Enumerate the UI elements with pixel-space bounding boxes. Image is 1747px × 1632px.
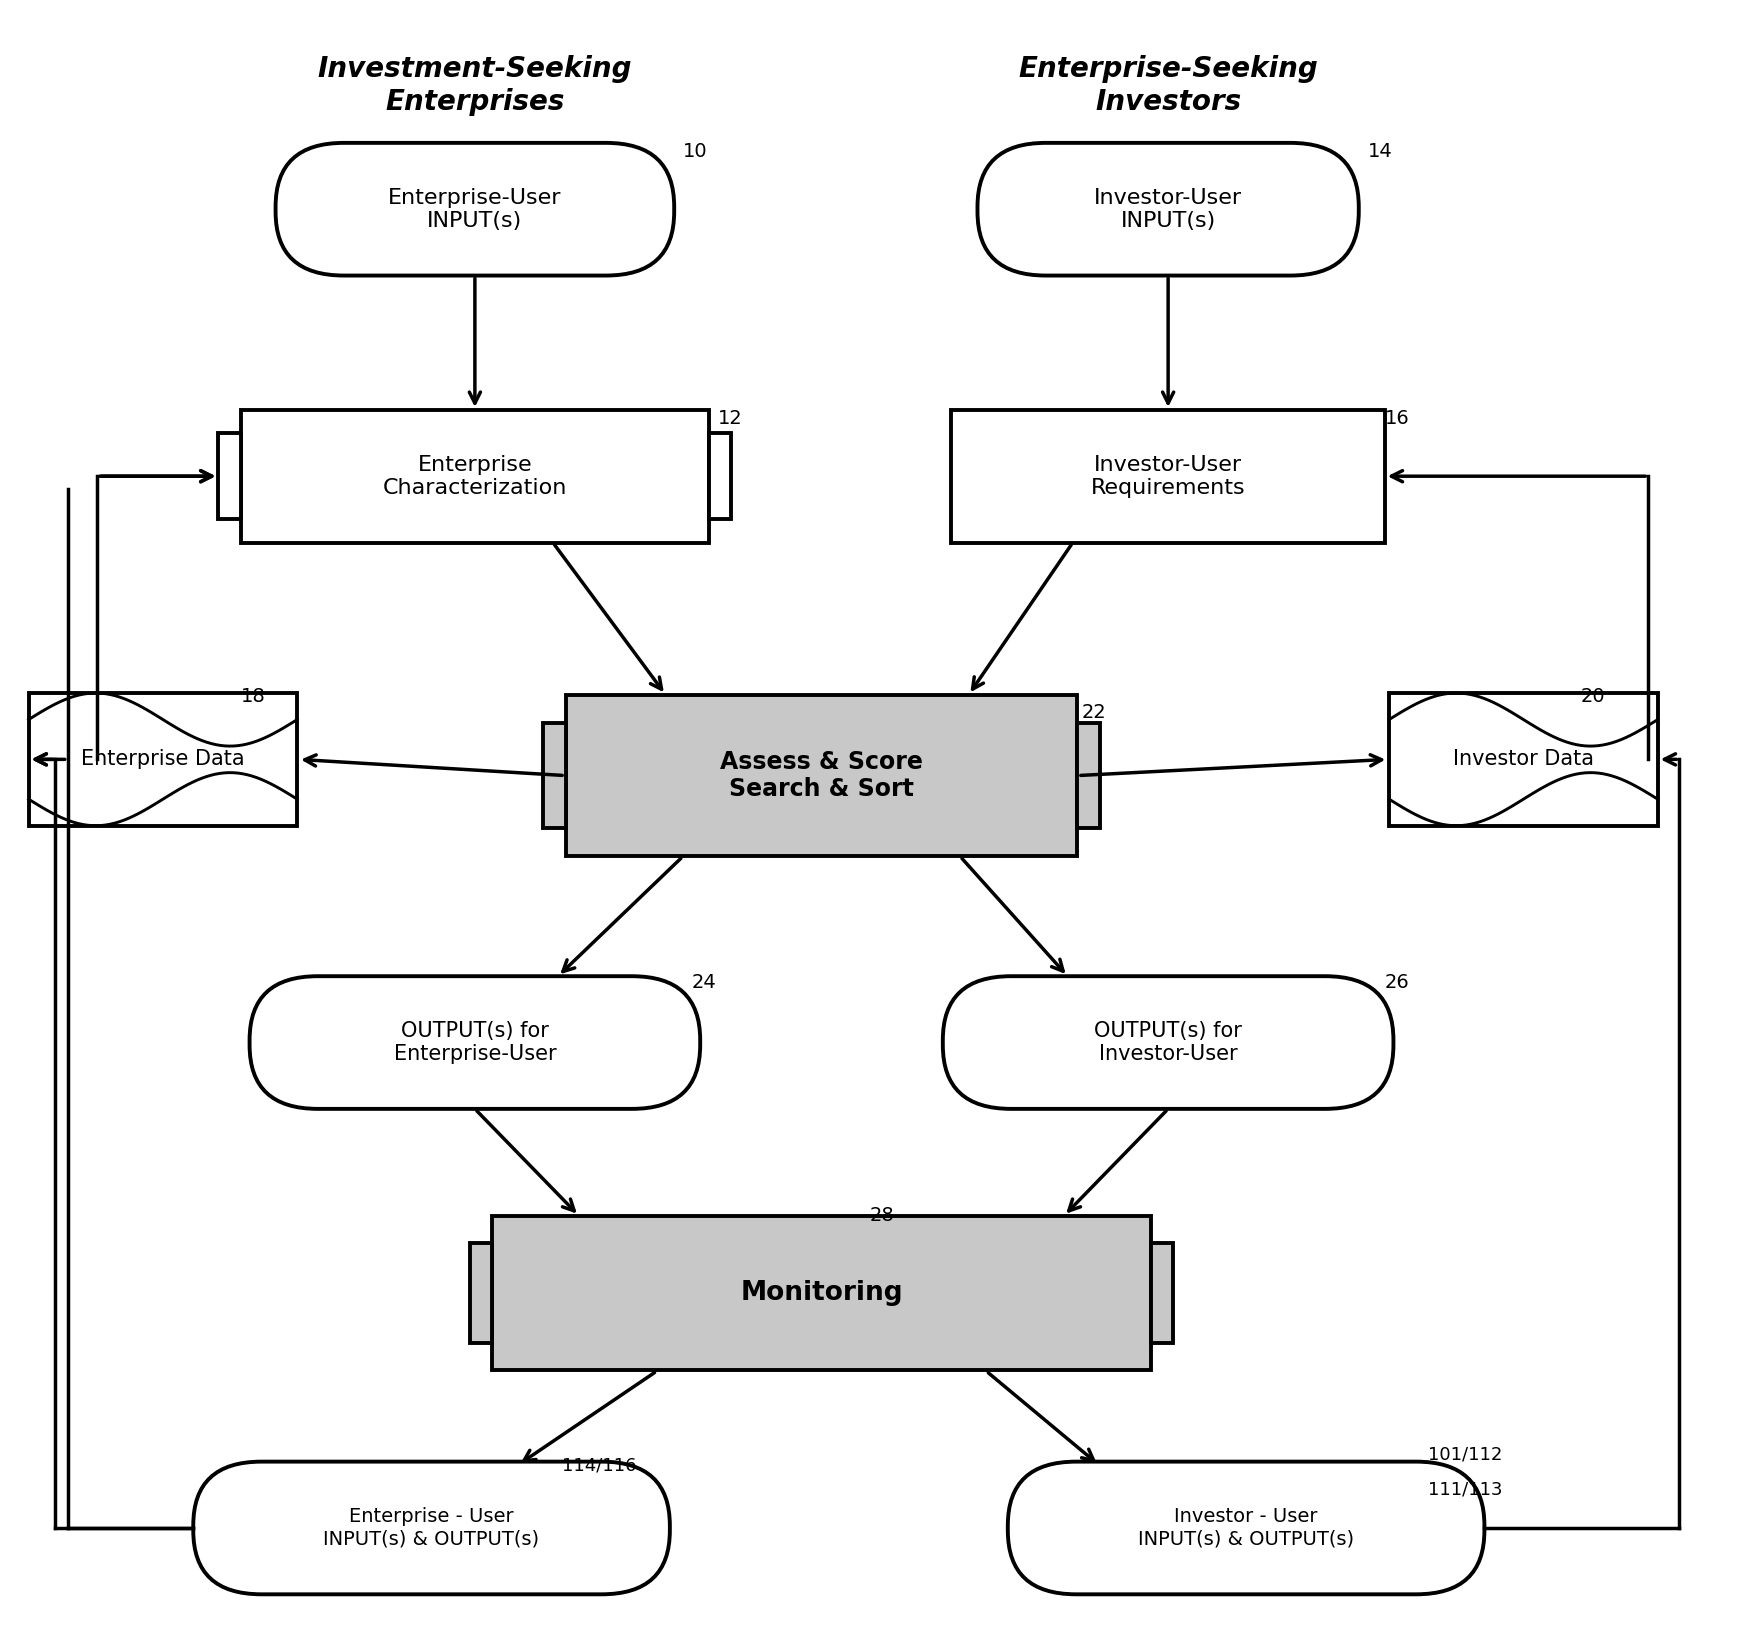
Text: OUTPUT(s) for
Investor-User: OUTPUT(s) for Investor-User xyxy=(1094,1022,1242,1064)
Text: 14: 14 xyxy=(1368,142,1392,160)
Bar xyxy=(28,694,297,826)
Text: 22: 22 xyxy=(1081,703,1106,721)
Text: Investor Data: Investor Data xyxy=(1454,749,1593,769)
Bar xyxy=(709,432,732,519)
Text: Investment-Seeking
Enterprises: Investment-Seeking Enterprises xyxy=(318,55,632,116)
Bar xyxy=(1078,723,1099,827)
Bar xyxy=(493,1216,1151,1371)
Text: Assess & Score
Search & Sort: Assess & Score Search & Sort xyxy=(720,749,922,801)
Text: 114/116: 114/116 xyxy=(561,1457,636,1475)
FancyBboxPatch shape xyxy=(276,144,674,276)
Text: Enterprise Data: Enterprise Data xyxy=(80,749,245,769)
Bar xyxy=(1151,1244,1174,1343)
Text: 101/112: 101/112 xyxy=(1427,1446,1502,1464)
Text: Investor - User
INPUT(s) & OUTPUT(s): Investor - User INPUT(s) & OUTPUT(s) xyxy=(1137,1508,1354,1549)
Bar xyxy=(1389,694,1658,826)
Text: 28: 28 xyxy=(870,1206,894,1226)
Text: Investor-User
Requirements: Investor-User Requirements xyxy=(1090,455,1246,498)
Text: Enterprise - User
INPUT(s) & OUTPUT(s): Enterprise - User INPUT(s) & OUTPUT(s) xyxy=(323,1508,540,1549)
Text: 20: 20 xyxy=(1581,687,1605,707)
FancyBboxPatch shape xyxy=(1008,1462,1485,1594)
Text: Investor-User
INPUT(s): Investor-User INPUT(s) xyxy=(1094,188,1242,230)
Bar xyxy=(566,695,1078,857)
Text: OUTPUT(s) for
Enterprise-User: OUTPUT(s) for Enterprise-User xyxy=(393,1022,556,1064)
Bar xyxy=(952,410,1385,542)
Bar xyxy=(470,1244,493,1343)
Text: Enterprise-Seeking
Investors: Enterprise-Seeking Investors xyxy=(1019,55,1317,116)
Text: 111/113: 111/113 xyxy=(1427,1480,1502,1498)
Bar xyxy=(241,410,709,542)
Bar xyxy=(218,432,241,519)
Text: 26: 26 xyxy=(1385,973,1410,992)
Text: Monitoring: Monitoring xyxy=(741,1281,903,1306)
Bar xyxy=(543,723,566,827)
FancyBboxPatch shape xyxy=(250,976,701,1108)
Text: Enterprise
Characterization: Enterprise Characterization xyxy=(383,455,568,498)
Text: Enterprise-User
INPUT(s): Enterprise-User INPUT(s) xyxy=(388,188,561,230)
Text: 16: 16 xyxy=(1385,408,1410,428)
Text: 10: 10 xyxy=(683,142,708,160)
Text: 24: 24 xyxy=(692,973,716,992)
Text: 12: 12 xyxy=(718,408,742,428)
FancyBboxPatch shape xyxy=(194,1462,669,1594)
FancyBboxPatch shape xyxy=(943,976,1394,1108)
FancyBboxPatch shape xyxy=(978,144,1359,276)
Text: 18: 18 xyxy=(241,687,266,707)
